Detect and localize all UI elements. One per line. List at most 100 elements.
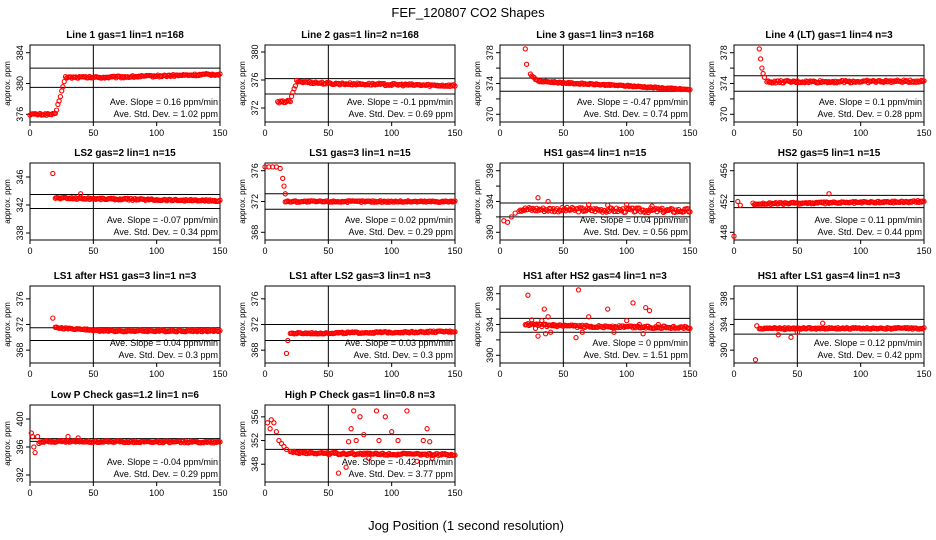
x-tick-label: 100 xyxy=(853,369,868,379)
y-tick-label: 338 xyxy=(15,225,25,240)
std-dev-annotation: Ave. Std. Dev. = 0.34 ppm xyxy=(114,227,218,237)
data-point xyxy=(687,86,693,93)
std-dev-annotation: Ave. Std. Dev. = 1.51 ppm xyxy=(584,350,688,360)
y-tick-label: 378 xyxy=(719,45,729,60)
data-point xyxy=(593,206,599,212)
y-tick-label: 400 xyxy=(15,411,25,426)
x-tick-label: 100 xyxy=(384,369,399,379)
std-dev-annotation: Ave. Std. Dev. = 0.56 ppm xyxy=(584,227,688,237)
figure-title: FEF_120807 CO2 Shapes xyxy=(391,5,545,20)
y-axis-label: approx. ppm xyxy=(707,179,716,224)
x-tick-label: 50 xyxy=(88,369,98,379)
x-tick-label: 50 xyxy=(323,246,333,256)
data-point xyxy=(535,195,541,201)
data-point xyxy=(216,72,222,78)
data-point xyxy=(335,470,342,476)
y-tick-label: 448 xyxy=(719,225,729,240)
x-tick-label: 150 xyxy=(212,128,227,138)
x-tick-label: 150 xyxy=(682,246,697,256)
x-tick-label: 0 xyxy=(497,246,502,256)
panel-title: LS2 gas=2 lin=1 n=15 xyxy=(74,148,176,159)
panel-5: LS2 gas=2 lin=1 n=15 0 50 100 150 338 342 346ap… xyxy=(3,148,228,256)
data-point xyxy=(575,287,582,293)
data-point xyxy=(217,439,223,445)
data-point xyxy=(921,198,927,205)
data-point xyxy=(542,331,549,337)
data-point xyxy=(586,201,592,208)
panel-title: Line 4 (LT) gas=1 lin=4 n=3 xyxy=(765,30,893,41)
data-point xyxy=(752,357,759,363)
x-tick-label: 0 xyxy=(731,246,736,256)
data-point xyxy=(285,337,291,344)
y-tick-label: 372 xyxy=(250,194,260,209)
std-dev-annotation: Ave. Std. Dev. = 0.3 ppm xyxy=(119,350,218,360)
data-point xyxy=(60,84,66,90)
std-dev-annotation: Ave. Std. Dev. = 0.28 ppm xyxy=(818,109,922,119)
panels: Line 1 gas=1 lin=1 n=168 0 50 100 150 376 380 3… xyxy=(3,30,932,498)
panel-7: HS1 gas=4 lin=1 n=15 0 50 100 150 390 394 398ap… xyxy=(473,148,698,256)
y-tick-label: 398 xyxy=(719,291,729,306)
data-point xyxy=(504,219,511,225)
data-point xyxy=(287,98,293,105)
data-point xyxy=(29,433,36,440)
data-point xyxy=(53,107,60,113)
data-point xyxy=(65,433,71,440)
slope-annotation: Ave. Slope = 0.02 ppm/min xyxy=(345,215,453,225)
panel-10: LS1 after LS2 gas=3 lin=1 n=3 0 50 100 150 36… xyxy=(238,271,463,379)
x-tick-label: 50 xyxy=(792,128,802,138)
x-tick-label: 100 xyxy=(384,488,399,498)
data-point xyxy=(826,191,832,197)
data-point xyxy=(545,314,551,320)
data-point xyxy=(921,325,927,331)
x-tick-label: 0 xyxy=(27,246,32,256)
data-point xyxy=(452,329,458,335)
panel-title: Low P Check gas=1.2 lin=1 n=6 xyxy=(51,390,199,401)
x-tick-label: 50 xyxy=(88,488,98,498)
x-tick-label: 50 xyxy=(323,369,333,379)
data-point xyxy=(427,439,433,445)
x-tick-label: 50 xyxy=(323,128,333,138)
y-tick-label: 342 xyxy=(15,197,25,212)
y-axis-label: approx. ppm xyxy=(3,61,12,106)
x-tick-label: 100 xyxy=(853,246,868,256)
x-tick-label: 150 xyxy=(212,369,227,379)
data-point xyxy=(545,198,551,205)
data-point xyxy=(420,437,426,444)
y-tick-label: 380 xyxy=(250,44,260,59)
data-point xyxy=(452,198,458,204)
x-tick-label: 0 xyxy=(262,128,267,138)
x-tick-label: 0 xyxy=(262,488,267,498)
data-point xyxy=(782,326,788,333)
panel-title: HS1 after HS2 gas=4 lin=1 n=3 xyxy=(523,271,667,282)
plot-frame xyxy=(264,404,456,483)
x-tick-label: 50 xyxy=(323,488,333,498)
data-point xyxy=(560,207,566,213)
data-point xyxy=(775,332,781,338)
slope-annotation: Ave. Slope = -0.04 ppm/min xyxy=(107,457,218,467)
panel-title: Line 3 gas=1 lin=3 n=168 xyxy=(536,30,654,41)
data-point xyxy=(31,444,37,450)
data-point xyxy=(280,175,286,182)
y-axis-label: approx. ppm xyxy=(238,302,247,347)
data-point xyxy=(649,203,655,209)
data-point xyxy=(348,426,354,432)
data-point xyxy=(414,458,420,464)
panel-title: HS1 after LS1 gas=4 lin=1 n=3 xyxy=(758,271,901,282)
data-point xyxy=(75,435,81,441)
data-point xyxy=(548,329,554,335)
x-tick-label: 100 xyxy=(149,246,164,256)
data-point xyxy=(640,331,646,337)
data-point xyxy=(366,455,372,461)
data-point xyxy=(532,325,539,332)
x-tick-label: 150 xyxy=(916,128,931,138)
slope-annotation: Ave. Slope = 0.16 ppm/min xyxy=(110,97,218,107)
slope-annotation: Ave. Slope = -0.07 ppm/min xyxy=(107,215,218,225)
x-tick-label: 50 xyxy=(792,369,802,379)
data-point xyxy=(535,333,541,339)
x-tick-label: 50 xyxy=(558,369,568,379)
y-axis-label: approx. ppm xyxy=(238,61,247,106)
std-dev-annotation: Ave. Std. Dev. = 0.29 ppm xyxy=(349,227,453,237)
panel-title: LS1 after LS2 gas=3 lin=1 n=3 xyxy=(289,271,431,282)
x-tick-label: 0 xyxy=(731,128,736,138)
x-tick-label: 150 xyxy=(212,246,227,256)
